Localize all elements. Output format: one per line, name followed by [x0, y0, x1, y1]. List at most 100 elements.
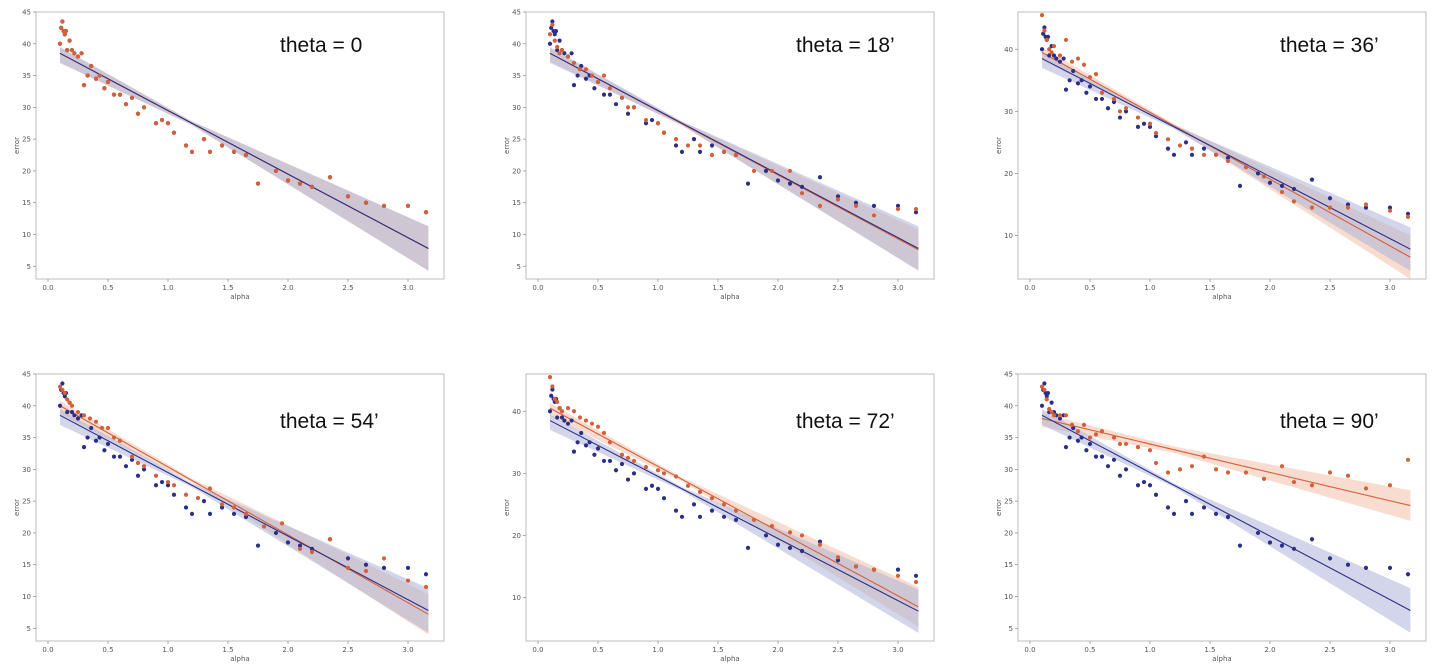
blue-point — [1189, 511, 1195, 516]
blue-point — [799, 548, 805, 554]
blue-point — [745, 545, 751, 550]
orange-point — [89, 63, 94, 69]
blue-point — [69, 410, 75, 415]
y-tick-label: 20 — [1004, 529, 1013, 537]
orange-point — [201, 137, 207, 142]
orange-point — [153, 473, 159, 478]
orange-point — [1117, 109, 1123, 114]
orange-point — [1057, 413, 1063, 418]
blue-point — [1123, 467, 1129, 472]
x-tick-label: 1.0 — [162, 646, 173, 654]
orange-point — [165, 121, 171, 126]
orange-point — [1225, 470, 1231, 475]
y-axis-label: error — [995, 137, 1003, 154]
y-tick-label: 10 — [22, 231, 31, 239]
y-tick-label: 30 — [1004, 466, 1013, 474]
blue-point — [1255, 530, 1261, 536]
orange-point — [595, 79, 601, 85]
blue-point — [102, 448, 107, 453]
orange-point — [1261, 476, 1267, 481]
blue-point — [62, 394, 67, 399]
x-tick-label: 3.0 — [892, 646, 903, 654]
orange-point — [1291, 199, 1297, 204]
chart-5-svg: 0.0 0.5 1.0 1.5 2.0 2.5 3.0 5 10 15 20 25 30 35 40 45 al… — [995, 371, 1427, 663]
orange-point — [895, 206, 901, 212]
blue-point — [625, 111, 631, 116]
orange-point — [895, 573, 901, 578]
blue-point — [673, 508, 679, 513]
blue-point — [1201, 505, 1207, 510]
y-tick-label: 5 — [27, 625, 31, 633]
orange-point — [1363, 486, 1369, 491]
blue-point — [231, 511, 237, 516]
x-tick-label: 0.5 — [1084, 284, 1095, 292]
y-tick-label: 5 — [1009, 625, 1013, 633]
orange-point — [550, 384, 555, 389]
chart-2-title: theta = 36’ — [1280, 34, 1379, 57]
orange-point — [99, 425, 105, 431]
orange-point — [285, 178, 291, 183]
blue-point — [1171, 152, 1177, 157]
blue-point — [607, 458, 613, 464]
orange-point — [1123, 106, 1129, 111]
y-axis-label: error — [503, 499, 511, 516]
orange-point — [565, 406, 571, 411]
orange-point — [589, 73, 595, 78]
blue-point — [1071, 425, 1076, 431]
blue-point — [562, 51, 567, 56]
x-tick-label: 0.0 — [1024, 284, 1035, 292]
blue-point — [1183, 499, 1189, 504]
x-tick-label: 0.5 — [1084, 646, 1095, 654]
blue-point — [72, 413, 77, 418]
blue-point — [592, 86, 597, 91]
blue-point — [165, 483, 171, 488]
orange-point — [1363, 202, 1369, 207]
blue-point — [1087, 84, 1093, 89]
orange-point — [685, 483, 691, 488]
orange-point — [195, 495, 201, 501]
blue-point — [1171, 511, 1177, 516]
orange-fit-line — [1041, 51, 1411, 258]
blue-point — [787, 545, 793, 550]
blue-point — [201, 499, 207, 504]
orange-point — [619, 452, 625, 457]
blue-point — [613, 102, 619, 107]
orange-point — [1177, 143, 1183, 148]
x-axis-label: alpha — [720, 293, 739, 301]
blue-point — [799, 184, 805, 189]
blue-point — [733, 517, 739, 523]
orange-point — [67, 400, 72, 405]
blue-point — [721, 514, 727, 519]
x-tick-label: 2.5 — [342, 646, 353, 654]
orange-point — [1243, 470, 1249, 475]
blue-point — [673, 143, 679, 148]
orange-point — [547, 32, 553, 37]
y-tick-label: 15 — [1004, 561, 1013, 569]
orange-point — [1387, 208, 1393, 213]
x-tick-label: 0.5 — [102, 284, 113, 292]
y-tick-label: 35 — [1004, 434, 1013, 442]
blue-point — [1044, 394, 1049, 399]
blue-confidence-band — [60, 408, 429, 633]
orange-point — [1049, 410, 1054, 415]
x-axis-label: alpha — [230, 655, 249, 663]
x-tick-label: 1.0 — [1144, 284, 1155, 292]
orange-point — [721, 502, 727, 507]
blue-point — [1057, 416, 1063, 421]
blue-point — [1387, 565, 1393, 570]
blue-point — [93, 438, 99, 443]
blue-point — [1309, 537, 1315, 542]
orange-point — [817, 542, 823, 547]
orange-point — [1039, 13, 1045, 18]
blue-point — [1039, 47, 1045, 52]
blue-point — [913, 210, 919, 215]
blue-point — [1225, 155, 1231, 161]
orange-point — [853, 203, 859, 208]
blue-point — [575, 73, 580, 78]
blue-point — [363, 562, 369, 567]
blue-point — [661, 496, 667, 501]
orange-point — [631, 458, 637, 464]
blue-point — [1067, 78, 1072, 83]
orange-point — [835, 197, 841, 202]
orange-point — [153, 121, 159, 126]
